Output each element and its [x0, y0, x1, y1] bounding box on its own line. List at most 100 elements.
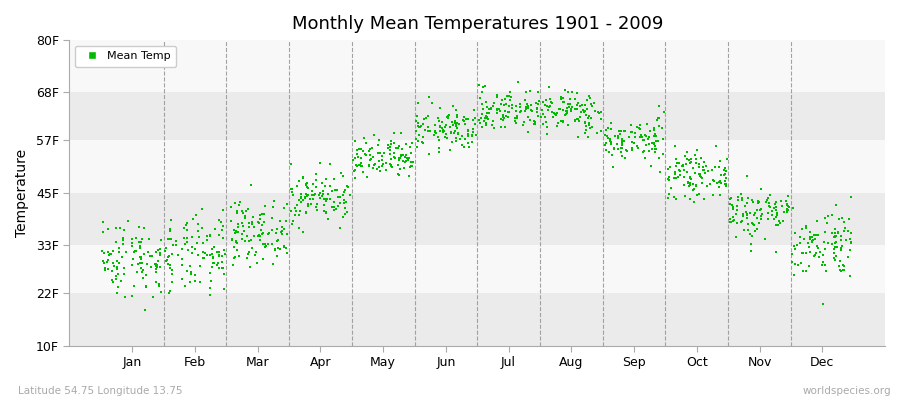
Point	[686, 165, 700, 172]
Point	[543, 96, 557, 102]
Point	[215, 265, 230, 272]
Point	[109, 239, 123, 245]
Point	[200, 237, 214, 243]
Point	[725, 204, 740, 210]
Point	[656, 151, 670, 157]
Point	[148, 261, 162, 268]
Point	[230, 224, 245, 230]
Point	[292, 197, 306, 204]
Point	[618, 154, 633, 161]
Point	[151, 283, 166, 289]
Point	[295, 174, 310, 181]
Point	[526, 118, 541, 124]
Point	[289, 208, 303, 214]
Point	[827, 226, 842, 233]
Point	[372, 158, 386, 164]
Point	[135, 235, 149, 242]
Point	[524, 102, 538, 108]
Point	[841, 254, 855, 260]
Point	[444, 129, 458, 136]
Point	[465, 138, 480, 145]
Point	[486, 102, 500, 109]
Point	[671, 174, 686, 180]
Point	[571, 99, 585, 106]
Point	[192, 220, 206, 227]
Point	[678, 192, 692, 199]
Point	[609, 141, 624, 148]
Point	[315, 193, 329, 199]
Point	[144, 264, 158, 270]
Point	[585, 124, 599, 130]
Point	[805, 234, 819, 240]
Point	[555, 95, 570, 101]
Point	[768, 201, 782, 207]
Point	[96, 250, 111, 256]
Point	[748, 210, 762, 216]
Point	[578, 108, 592, 115]
Point	[780, 206, 795, 212]
Point	[135, 269, 149, 276]
Point	[298, 195, 312, 202]
Point	[487, 125, 501, 132]
Point	[163, 265, 177, 272]
Point	[163, 226, 177, 232]
Point	[765, 212, 779, 218]
Point	[416, 121, 430, 128]
Point	[352, 162, 366, 168]
Point	[563, 96, 578, 103]
Point	[695, 180, 709, 186]
Point	[363, 146, 377, 152]
Point	[273, 246, 287, 252]
Point	[374, 153, 389, 160]
Point	[164, 217, 178, 223]
Point	[480, 104, 494, 110]
Point	[599, 133, 614, 139]
Point	[118, 294, 132, 300]
Point	[148, 261, 163, 268]
Point	[770, 212, 784, 218]
Point	[796, 268, 810, 274]
Point	[163, 228, 177, 234]
Point	[688, 182, 703, 189]
Point	[698, 196, 712, 203]
Point	[584, 114, 598, 121]
Point	[810, 218, 824, 225]
Point	[216, 207, 230, 213]
Point	[543, 102, 557, 109]
Point	[671, 160, 686, 166]
Point	[249, 260, 264, 266]
Point	[444, 129, 458, 136]
Point	[191, 228, 205, 234]
Point	[552, 105, 566, 112]
Point	[581, 134, 596, 140]
Point	[467, 114, 482, 121]
Point	[235, 236, 249, 242]
Point	[508, 118, 522, 124]
Point	[499, 124, 513, 130]
Point	[668, 143, 682, 149]
Point	[328, 176, 342, 182]
Point	[304, 192, 319, 198]
Point	[378, 160, 392, 167]
Point	[750, 214, 764, 221]
Point	[215, 227, 230, 233]
Point	[773, 220, 788, 226]
Point	[644, 163, 659, 170]
Point	[498, 96, 512, 103]
Point	[110, 265, 124, 271]
Point	[752, 220, 766, 226]
Point	[402, 173, 417, 180]
Point	[682, 173, 697, 180]
Point	[276, 243, 291, 250]
Point	[292, 177, 306, 184]
Point	[753, 186, 768, 192]
Point	[151, 247, 166, 254]
Point	[366, 162, 381, 168]
Point	[241, 223, 256, 230]
Point	[252, 233, 266, 240]
Point	[494, 124, 508, 130]
Point	[832, 266, 847, 273]
Point	[664, 184, 679, 191]
Point	[337, 197, 351, 203]
Point	[683, 182, 698, 188]
